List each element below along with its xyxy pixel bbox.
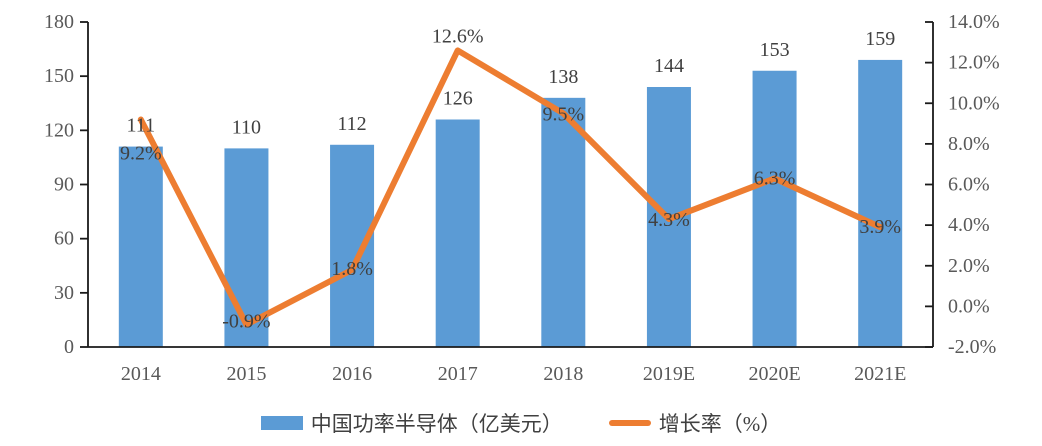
left-axis-tick-label: 60 (54, 228, 74, 250)
legend: 中国功率半导体（亿美元） 增长率（%） (0, 408, 1042, 438)
line-value-label: 9.5% (542, 103, 584, 125)
right-axis-tick-label: 4.0% (948, 214, 990, 236)
x-axis-label-2018: 2018 (543, 363, 583, 385)
x-axis-label-2017: 2017 (438, 363, 478, 385)
bar-2014 (118, 146, 163, 347)
right-axis-tick-label: 10.0% (948, 92, 1000, 114)
x-axis-label-2014: 2014 (121, 363, 161, 385)
left-axis-tick-label: 0 (64, 336, 74, 358)
line-series-swatch-icon (608, 420, 651, 426)
line-value-label: 4.3% (648, 209, 690, 231)
bar-value-label: 110 (232, 116, 261, 138)
bar-2021E (858, 59, 903, 348)
left-axis-tick-label: 90 (54, 174, 74, 196)
line-value-label: 9.2% (120, 143, 162, 165)
right-axis-tick-label: 6.0% (948, 174, 990, 196)
bar-2018 (541, 97, 586, 347)
left-axis-tick-label: 180 (44, 11, 74, 33)
right-axis-tick-label: 0.0% (948, 295, 990, 317)
line-value-label: 1.8% (331, 258, 373, 280)
bar-2016 (330, 144, 375, 347)
left-axis-tick-label: 30 (54, 282, 74, 304)
bar-value-label: 153 (760, 39, 790, 61)
right-axis-tick-label: 2.0% (948, 255, 990, 277)
legend-item-line-series: 增长率（%） (608, 408, 782, 438)
bar-2017 (435, 119, 480, 347)
right-axis-tick-label: 8.0% (948, 133, 990, 155)
x-axis-label-2020E: 2020E (748, 363, 800, 385)
bar-value-label: 112 (337, 113, 366, 135)
legend-label-line-series: 增长率（%） (658, 412, 782, 436)
x-axis-label-2016: 2016 (332, 363, 372, 385)
legend-label-bar-series: 中国功率半导体（亿美元） (310, 412, 563, 436)
right-axis-tick-label: 14.0% (948, 11, 1000, 33)
x-axis-label-2021E: 2021E (854, 363, 906, 385)
x-axis-label-2015: 2015 (226, 363, 266, 385)
bar-value-label: 144 (654, 55, 684, 77)
right-axis-tick-label: -2.0% (948, 336, 996, 358)
line-value-label: 6.3% (754, 167, 796, 189)
bar-series-swatch-icon (260, 416, 303, 430)
bar-value-label: 159 (865, 28, 895, 50)
growth-rate-line (137, 47, 884, 328)
left-axis-tick-label: 150 (44, 65, 74, 87)
line-value-label: 3.9% (859, 216, 901, 238)
left-axis-tick-label: 120 (44, 119, 74, 141)
line-value-label: -0.9% (222, 311, 270, 333)
bar-2020E (752, 70, 797, 347)
line-value-label: 12.6% (432, 25, 484, 47)
legend-item-bar-series: 中国功率半导体（亿美元） (260, 408, 563, 438)
right-axis-tick-label: 12.0% (948, 52, 1000, 74)
bar-value-label: 126 (443, 88, 473, 110)
bar-value-label: 138 (548, 66, 578, 88)
bar-value-label: 111 (127, 115, 156, 137)
x-axis-label-2019E: 2019E (643, 363, 695, 385)
